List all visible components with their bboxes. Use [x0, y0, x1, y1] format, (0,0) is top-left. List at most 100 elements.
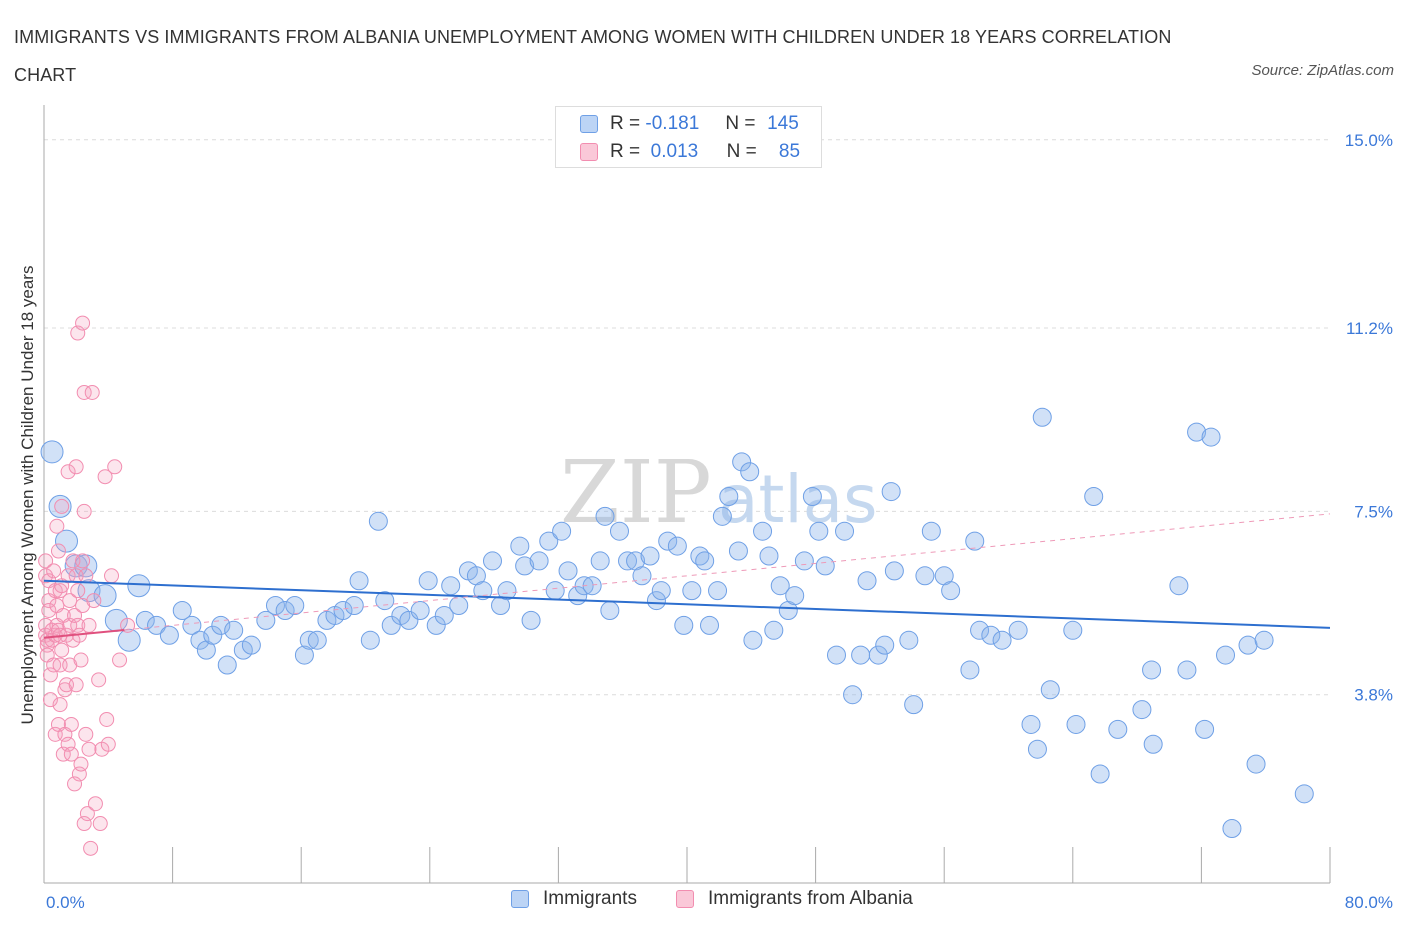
point-immigrants — [609, 521, 629, 541]
trend-line-immigrants — [43, 579, 1331, 629]
point-immigrants — [1294, 784, 1314, 804]
point-immigrants — [651, 581, 671, 601]
point-immigrants — [256, 610, 276, 630]
point-immigrants — [740, 462, 760, 482]
point-albania — [42, 667, 58, 683]
point-immigrants — [307, 630, 327, 650]
point-immigrants — [1142, 660, 1162, 680]
point-immigrants — [1201, 427, 1221, 447]
point-albania — [38, 553, 54, 569]
point-immigrants — [899, 630, 919, 650]
point-immigrants — [743, 630, 763, 650]
point-immigrants — [857, 571, 877, 591]
point-albania — [54, 642, 70, 658]
point-immigrants — [785, 586, 805, 606]
point-immigrants — [515, 556, 535, 576]
point-immigrants — [759, 546, 779, 566]
point-albania — [63, 746, 79, 762]
point-immigrants — [1008, 620, 1028, 640]
point-albania — [107, 459, 123, 475]
point-immigrants — [482, 551, 502, 571]
point-albania — [68, 459, 84, 475]
point-albania — [92, 816, 108, 832]
legend-row-immigrants: R = -0.181 N = 145 — [580, 110, 799, 138]
point-immigrants — [135, 610, 155, 630]
point-immigrants — [753, 521, 773, 541]
point-albania — [46, 563, 62, 579]
point-immigrants — [172, 600, 192, 620]
point-immigrants — [809, 521, 829, 541]
point-immigrants — [815, 556, 835, 576]
point-immigrants — [600, 600, 620, 620]
point-immigrants — [764, 620, 784, 640]
point-immigrants — [970, 620, 990, 640]
point-albania — [75, 553, 91, 569]
point-immigrants — [1027, 739, 1047, 759]
point-immigrants — [1216, 645, 1236, 665]
point-immigrants — [1238, 635, 1258, 655]
point-immigrants — [299, 630, 319, 650]
tick-labels: 3.8% 7.5% 11.2% 15.0% 0.0% 80.0% — [46, 131, 1393, 912]
point-albania — [73, 652, 89, 668]
point-albania — [84, 384, 100, 400]
point-immigrants — [667, 536, 687, 556]
point-immigrants — [941, 581, 961, 601]
point-albania — [41, 602, 57, 618]
trend-line-albania-dashed — [124, 513, 1331, 631]
point-albania — [78, 726, 94, 742]
point-immigrants — [1254, 630, 1274, 650]
point-immigrants — [794, 551, 814, 571]
point-immigrants — [224, 620, 244, 640]
point-albania — [81, 617, 97, 633]
point-immigrants — [646, 591, 666, 611]
point-immigrants — [981, 625, 1001, 645]
point-albania — [60, 736, 76, 752]
point-immigrants — [497, 581, 517, 601]
point-immigrants — [521, 610, 541, 630]
point-immigrants — [349, 571, 369, 591]
point-immigrants — [1021, 714, 1041, 734]
point-immigrants — [1090, 764, 1110, 784]
point-immigrants — [881, 482, 901, 502]
point-immigrants — [682, 581, 702, 601]
x-tick-label: 0.0% — [46, 893, 85, 912]
legend-n-label: N = — [726, 141, 757, 162]
watermark-zip: ZIP — [560, 443, 712, 543]
point-immigrants — [843, 685, 863, 705]
point-albania — [104, 568, 120, 584]
watermark: ZIP atlas — [560, 443, 878, 543]
point-immigrants — [285, 596, 305, 616]
point-immigrants — [728, 541, 748, 561]
point-albania — [46, 657, 62, 673]
point-immigrants — [190, 630, 210, 650]
point-immigrants — [333, 600, 353, 620]
point-immigrants — [558, 561, 578, 581]
point-immigrants — [965, 531, 985, 551]
point-immigrants — [904, 695, 924, 715]
point-immigrants — [1066, 714, 1086, 734]
point-immigrants — [449, 596, 469, 616]
point-immigrants — [632, 566, 652, 586]
point-immigrants — [545, 581, 565, 601]
trend-lines — [43, 513, 1331, 639]
point-immigrants — [700, 615, 720, 635]
point-albania — [60, 568, 76, 584]
legend-item-immigrants[interactable]: Immigrants — [511, 888, 637, 910]
legend-n-label: N = — [725, 113, 756, 134]
point-albania — [91, 672, 107, 688]
point-immigrants — [835, 521, 855, 541]
point-immigrants — [410, 600, 430, 620]
point-albania — [112, 652, 128, 668]
point-albania — [54, 498, 70, 514]
point-immigrants — [618, 551, 638, 571]
point-albania — [73, 756, 89, 772]
point-albania — [42, 692, 58, 708]
point-albania — [76, 503, 92, 519]
legend-item-albania[interactable]: Immigrants from Albania — [676, 888, 913, 910]
point-immigrants — [441, 576, 461, 596]
point-immigrants — [552, 521, 572, 541]
point-immigrants — [1195, 719, 1215, 739]
point-albania — [87, 796, 103, 812]
point-immigrants — [1040, 680, 1060, 700]
